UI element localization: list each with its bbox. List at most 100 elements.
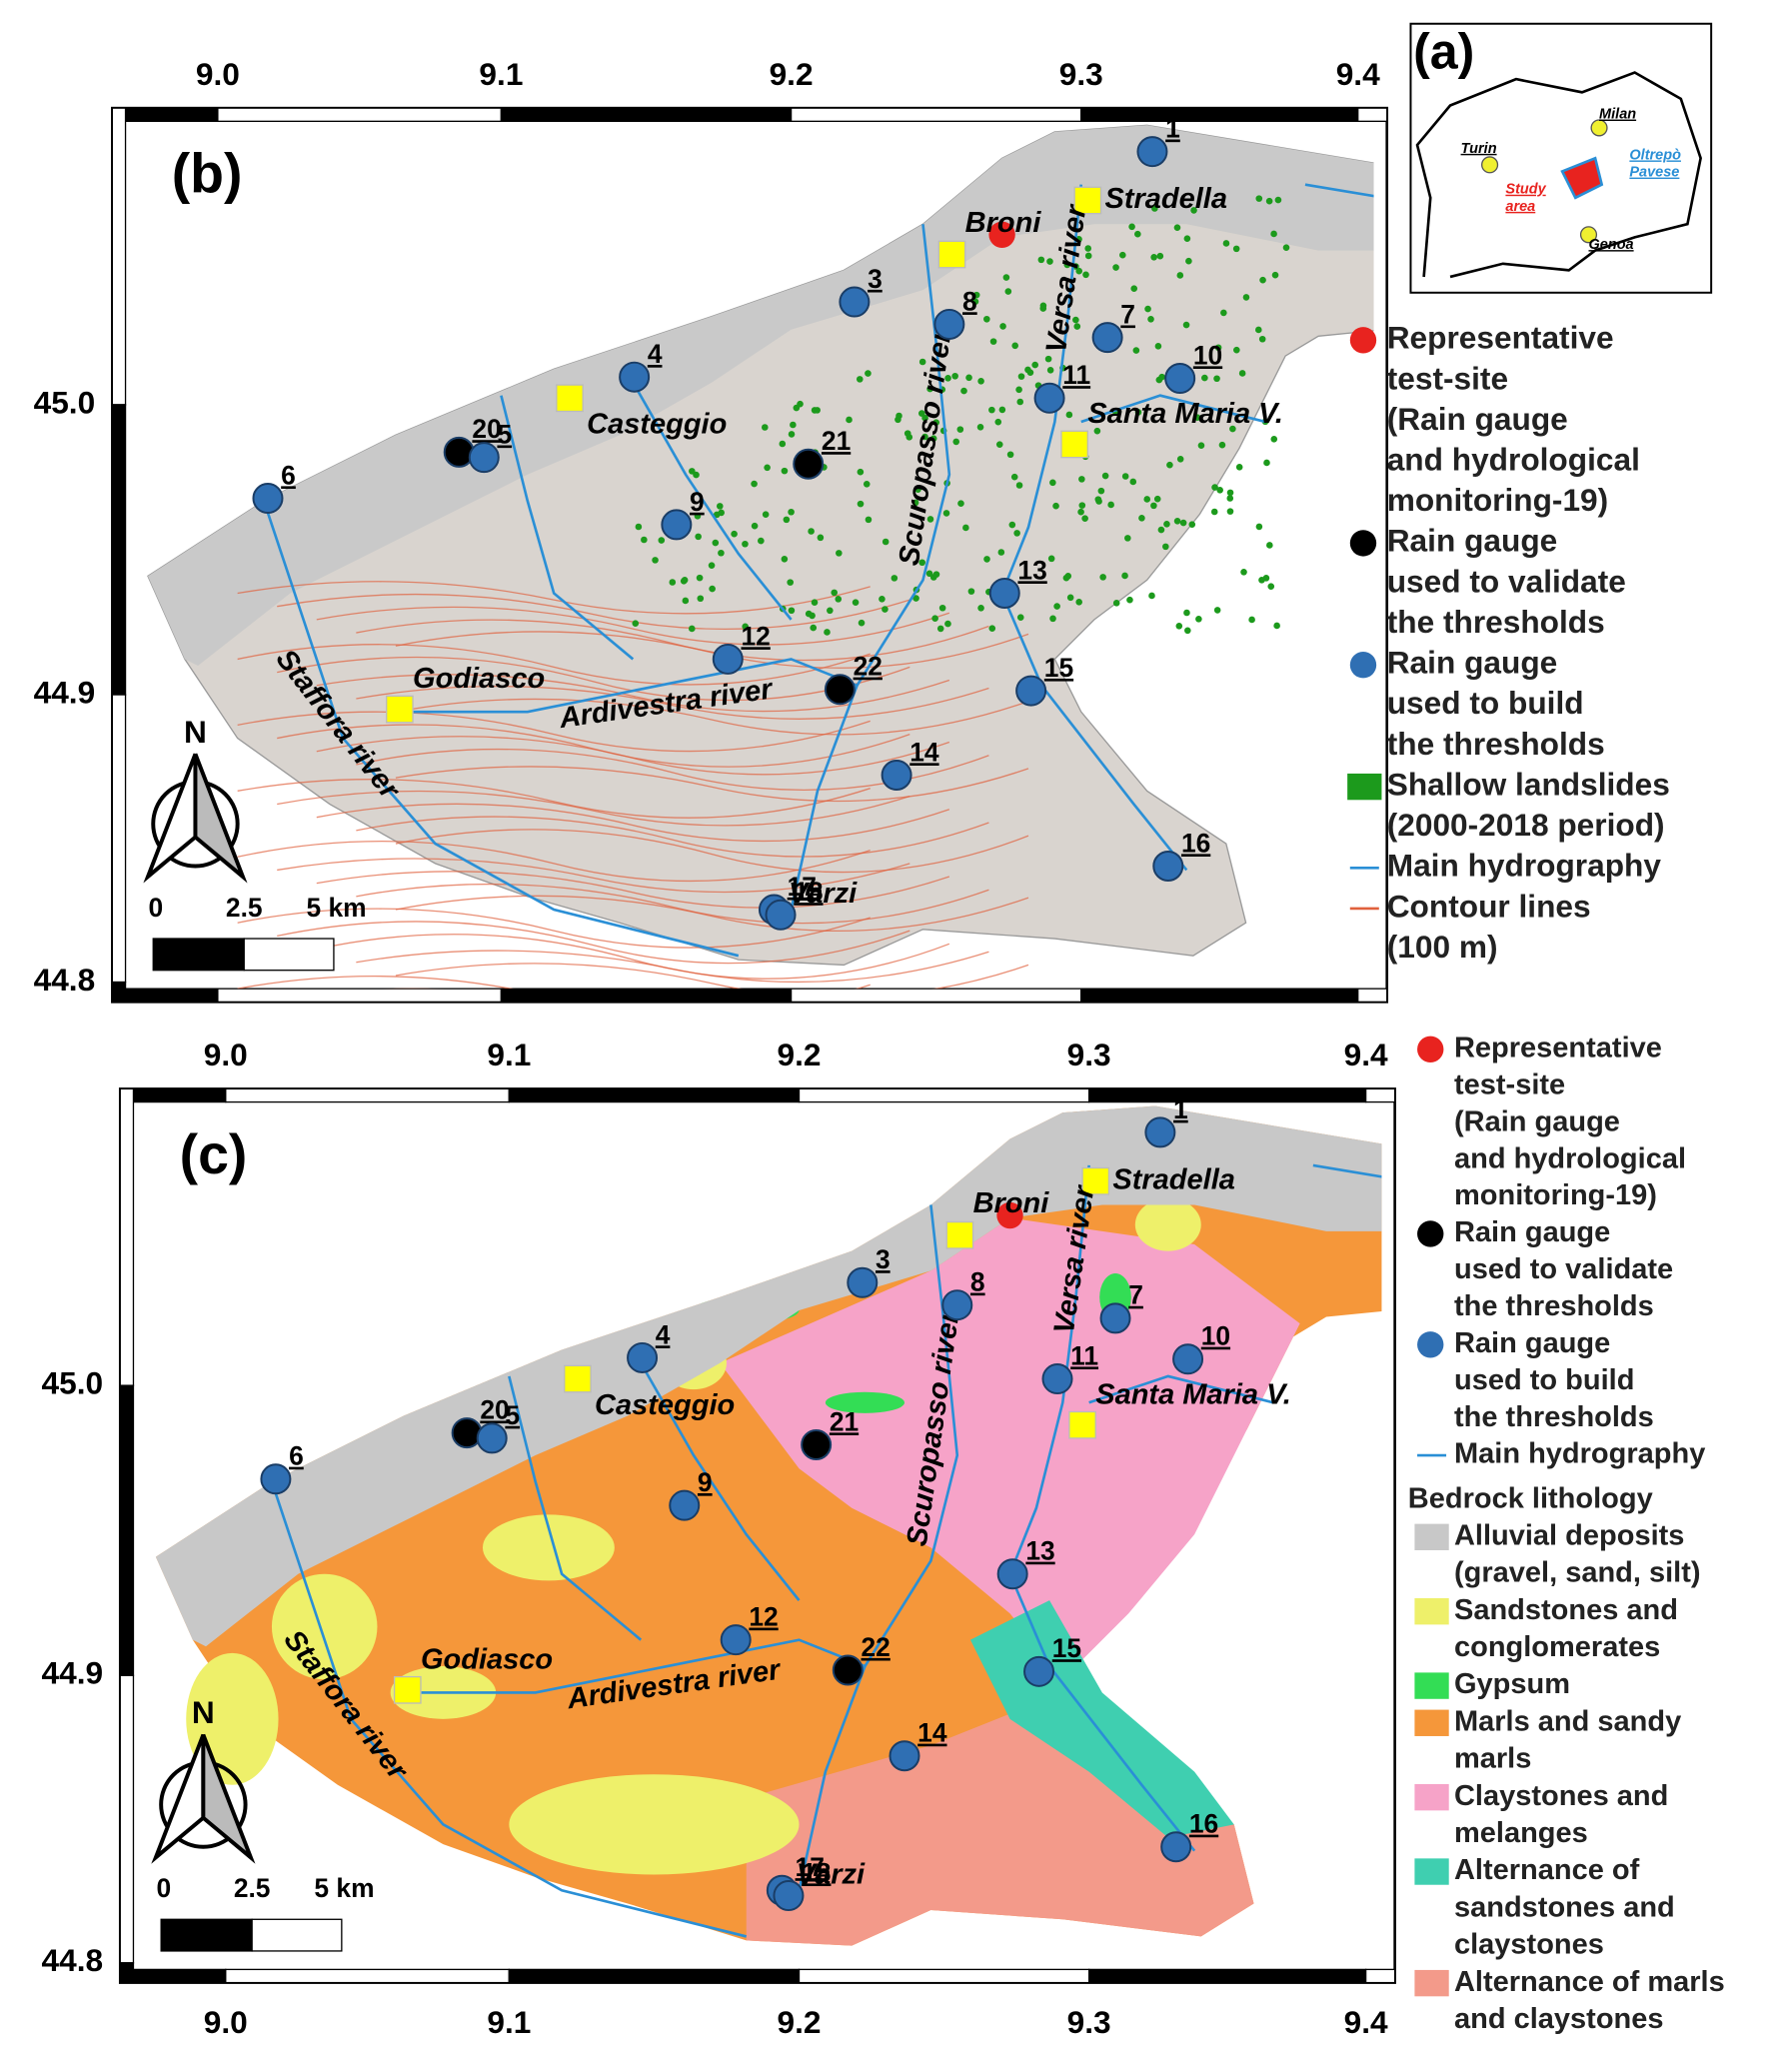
- terrain: [147, 124, 1374, 967]
- gauge-label: 12: [749, 1602, 778, 1632]
- legend-symbol: [1414, 1969, 1449, 1997]
- graticule-bar: [790, 988, 1082, 1004]
- legend-text: used to validate: [1454, 1253, 1673, 1285]
- landslide: [788, 607, 796, 615]
- graticule-bar: [225, 1968, 511, 1984]
- legend-symbol: [1414, 1709, 1449, 1736]
- rain-gauge: [996, 1558, 1028, 1590]
- landslide: [1183, 235, 1191, 243]
- contour-line: [356, 950, 989, 984]
- gauge-label: 12: [741, 621, 770, 651]
- landslide: [1242, 294, 1250, 301]
- graticule-bar: [1357, 988, 1388, 1004]
- lon-label: 9.3: [1067, 1036, 1111, 1072]
- graticule-bar: [508, 1087, 801, 1103]
- landslide: [689, 468, 696, 475]
- landslide: [1184, 627, 1191, 635]
- river: [1080, 394, 1266, 424]
- legend-symbol: [1414, 1523, 1449, 1550]
- landslide: [1128, 223, 1135, 231]
- rain-gauge: [1164, 363, 1196, 395]
- graticule-bar: [798, 1087, 1090, 1103]
- landslide: [1006, 451, 1014, 459]
- study-area: [1560, 156, 1604, 200]
- landslide: [742, 623, 749, 631]
- oltrepo-label: Oltrepò: [1629, 147, 1681, 163]
- legend-symbol: [1414, 1783, 1449, 1811]
- gauge-label: 18: [802, 1857, 831, 1887]
- graticule-bar: [1080, 988, 1359, 1004]
- landslide: [1259, 276, 1266, 284]
- gauge-label: 10: [1193, 340, 1222, 370]
- rain-gauge: [451, 1417, 483, 1449]
- lon-label: 9.3: [1059, 56, 1103, 92]
- gauge-label: 10: [1201, 1321, 1230, 1351]
- landslide: [914, 486, 921, 493]
- contour-line: [395, 631, 1029, 669]
- landslide: [918, 358, 926, 366]
- landslide: [977, 378, 984, 385]
- gauge-label: 4: [656, 1319, 671, 1349]
- legend-symbol: [1349, 530, 1377, 557]
- landslide: [1049, 479, 1056, 487]
- landslide: [988, 625, 996, 632]
- contour-line: [356, 619, 989, 662]
- river: [1312, 1163, 1382, 1178]
- landslide: [1176, 272, 1184, 279]
- landslide: [1150, 254, 1157, 261]
- gauge-label: 9: [690, 487, 705, 517]
- legend-text: Rain gauge: [1387, 523, 1558, 559]
- town-label: Varzi: [789, 878, 858, 910]
- landslide: [938, 604, 946, 612]
- legend-symbol: [1347, 773, 1382, 801]
- legend-text: Shallow landslides: [1387, 766, 1670, 802]
- landslide: [1175, 623, 1183, 630]
- lon-label: 9.2: [777, 1036, 821, 1072]
- graticule-bar: [217, 107, 503, 122]
- contour-line: [395, 963, 1029, 990]
- contour-line: [237, 779, 871, 819]
- landslide: [936, 625, 944, 633]
- landslide: [1015, 482, 1023, 489]
- contour-line: [277, 921, 910, 965]
- legend: Representative test-site (Rain gauge and hy…: [1417, 1032, 1705, 1470]
- landslide: [1270, 436, 1278, 443]
- landslide: [1097, 487, 1105, 495]
- landslide: [1222, 240, 1230, 247]
- gauge-label: 20: [472, 414, 501, 444]
- gauge-label: 16: [1189, 1809, 1218, 1839]
- lon-label: 9.1: [487, 1036, 531, 1072]
- gauge-label: 20: [480, 1394, 509, 1424]
- legend-text: (Rain gauge: [1454, 1105, 1620, 1137]
- landslide: [1132, 347, 1140, 354]
- lat-label: 44.8: [42, 1942, 104, 1978]
- landslide: [846, 416, 853, 424]
- landslide: [1126, 596, 1133, 604]
- landslide: [957, 500, 964, 508]
- town-label: Varzi: [797, 1858, 866, 1890]
- town-label: Broni: [973, 1187, 1050, 1219]
- landslide: [762, 511, 770, 519]
- contour-line: [277, 858, 910, 894]
- gauge-label: 14: [909, 737, 939, 767]
- lon-label: 9.0: [196, 56, 240, 92]
- landslide: [983, 315, 990, 323]
- graticule-bar: [119, 1674, 135, 1964]
- landslide: [1046, 258, 1053, 265]
- landslide: [1213, 607, 1221, 614]
- contour-line: [237, 644, 871, 686]
- rain-gauge: [1160, 1831, 1192, 1863]
- legend-text: Sandstones and: [1454, 1594, 1678, 1626]
- gauge-label: 1: [1165, 114, 1180, 144]
- landslide: [1112, 264, 1119, 271]
- landslide: [688, 625, 696, 633]
- landslide: [1099, 574, 1106, 581]
- landslide: [781, 556, 789, 563]
- landslide: [882, 606, 889, 613]
- landslide: [680, 578, 688, 585]
- legend: Alluvial deposits (gravel, sand, silt) San…: [1414, 1519, 1725, 2035]
- lon-label: 9.2: [777, 2004, 821, 2040]
- lat-label: 44.9: [34, 674, 96, 710]
- landslide: [682, 597, 690, 605]
- river: [270, 1481, 748, 1938]
